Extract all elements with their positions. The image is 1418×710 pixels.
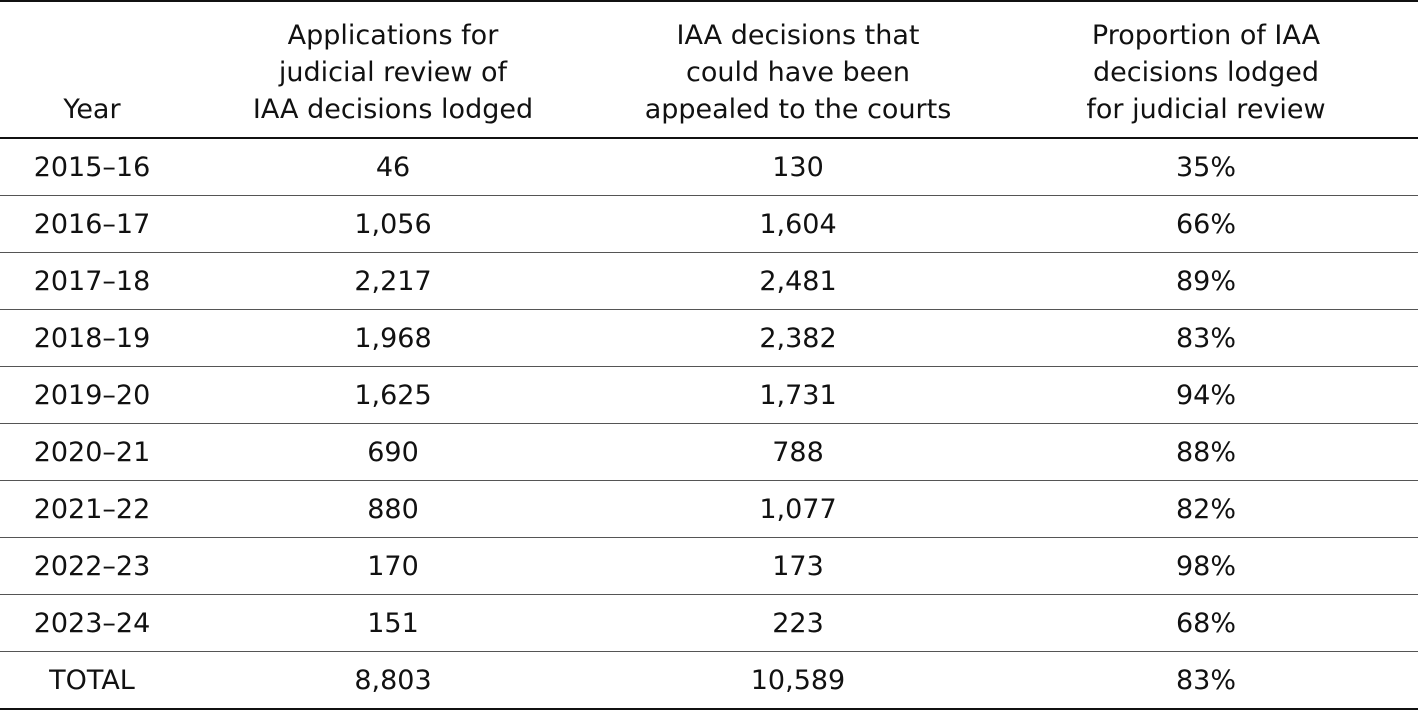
cell-decisions: 173 bbox=[602, 537, 994, 595]
cell-year: 2020–21 bbox=[0, 423, 184, 481]
cell-applications: 1,968 bbox=[184, 309, 602, 367]
table-row: 2016–17 1,056 1,604 66% bbox=[0, 195, 1418, 253]
table-row: 2017–18 2,217 2,481 89% bbox=[0, 252, 1418, 310]
cell-applications: 8,803 bbox=[184, 651, 602, 710]
cell-applications: 151 bbox=[184, 594, 602, 652]
header-row: Year Applications for judicial review of… bbox=[0, 0, 1418, 139]
cell-proportion: 88% bbox=[994, 423, 1418, 481]
cell-decisions: 1,604 bbox=[602, 195, 994, 253]
cell-decisions: 1,077 bbox=[602, 480, 994, 538]
cell-proportion: 98% bbox=[994, 537, 1418, 595]
header-decisions-line: IAA decisions that bbox=[676, 20, 920, 51]
header-applications-line: Applications for bbox=[287, 20, 499, 51]
cell-proportion: 83% bbox=[994, 651, 1418, 710]
table-row: 2023–24 151 223 68% bbox=[0, 594, 1418, 652]
table-row: 2020–21 690 788 88% bbox=[0, 423, 1418, 481]
cell-decisions: 10,589 bbox=[602, 651, 994, 710]
cell-proportion: 89% bbox=[994, 252, 1418, 310]
header-decisions: IAA decisions that could have been appea… bbox=[602, 0, 994, 139]
cell-applications: 880 bbox=[184, 480, 602, 538]
cell-proportion: 66% bbox=[994, 195, 1418, 253]
cell-applications: 690 bbox=[184, 423, 602, 481]
header-proportion-line: for judicial review bbox=[1086, 94, 1326, 125]
table-row: 2019–20 1,625 1,731 94% bbox=[0, 366, 1418, 424]
total-row: TOTAL 8,803 10,589 83% bbox=[0, 651, 1418, 710]
cell-year: 2017–18 bbox=[0, 252, 184, 310]
table-row: 2018–19 1,968 2,382 83% bbox=[0, 309, 1418, 367]
cell-year: 2021–22 bbox=[0, 480, 184, 538]
cell-applications: 46 bbox=[184, 138, 602, 196]
header-decisions-line: appealed to the courts bbox=[644, 94, 952, 125]
header-applications-line: IAA decisions lodged bbox=[252, 94, 534, 125]
cell-decisions: 2,382 bbox=[602, 309, 994, 367]
cell-proportion: 82% bbox=[994, 480, 1418, 538]
header-applications-line: judicial review of bbox=[278, 57, 508, 88]
cell-applications: 1,056 bbox=[184, 195, 602, 253]
table-header: Year Applications for judicial review of… bbox=[0, 0, 1418, 139]
cell-applications: 170 bbox=[184, 537, 602, 595]
cell-year: 2023–24 bbox=[0, 594, 184, 652]
header-proportion: Proportion of IAA decisions lodged for j… bbox=[994, 0, 1418, 139]
cell-year: 2019–20 bbox=[0, 366, 184, 424]
cell-decisions: 788 bbox=[602, 423, 994, 481]
header-proportion-line: Proportion of IAA bbox=[1091, 20, 1321, 51]
header-year: Year bbox=[0, 0, 184, 139]
header-applications: Applications for judicial review of IAA … bbox=[184, 0, 602, 139]
cell-year: 2015–16 bbox=[0, 138, 184, 196]
header-decisions-line: could have been bbox=[685, 57, 910, 88]
header-year-line: Year bbox=[63, 94, 121, 125]
cell-applications: 1,625 bbox=[184, 366, 602, 424]
table-row: 2015–16 46 130 35% bbox=[0, 138, 1418, 196]
cell-proportion: 35% bbox=[994, 138, 1418, 196]
cell-decisions: 223 bbox=[602, 594, 994, 652]
cell-year: 2022–23 bbox=[0, 537, 184, 595]
cell-proportion: 83% bbox=[994, 309, 1418, 367]
cell-decisions: 1,731 bbox=[602, 366, 994, 424]
cell-decisions: 2,481 bbox=[602, 252, 994, 310]
table-row: 2021–22 880 1,077 82% bbox=[0, 480, 1418, 538]
cell-year: TOTAL bbox=[0, 651, 184, 710]
cell-year: 2018–19 bbox=[0, 309, 184, 367]
cell-applications: 2,217 bbox=[184, 252, 602, 310]
cell-proportion: 68% bbox=[994, 594, 1418, 652]
cell-decisions: 130 bbox=[602, 138, 994, 196]
table-row: 2022–23 170 173 98% bbox=[0, 537, 1418, 595]
cell-year: 2016–17 bbox=[0, 195, 184, 253]
header-proportion-line: decisions lodged bbox=[1093, 57, 1319, 88]
table-body: 2015–16 46 130 35% 2016–17 1,056 1,604 6… bbox=[0, 138, 1418, 710]
cell-proportion: 94% bbox=[994, 366, 1418, 424]
